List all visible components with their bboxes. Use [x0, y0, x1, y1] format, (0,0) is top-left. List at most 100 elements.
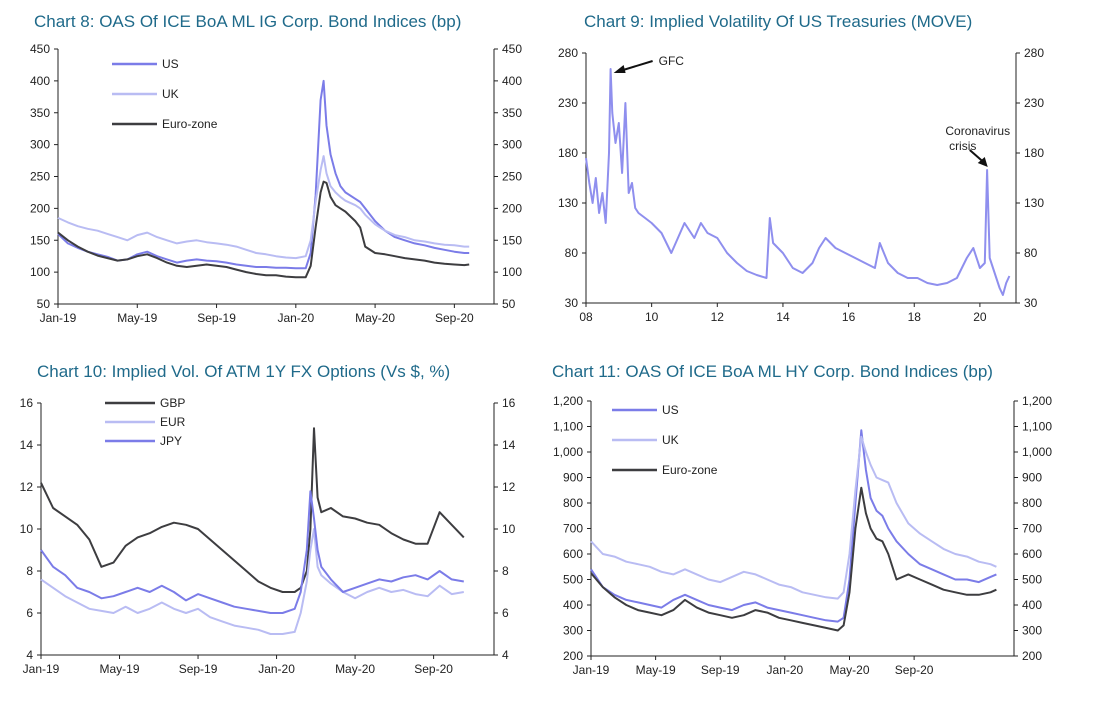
y-tick-label-right: 1,200	[1022, 394, 1052, 408]
chart-11-plot: 200 300 400 500 600 700 800 900 1,000 1,100 1,200 2…	[553, 394, 1052, 677]
series-line-euro-zone	[57, 180, 470, 279]
chart-8-panel: Chart 8: OAS Of ICE BoA ML IG Corp. Bond…	[0, 0, 547, 353]
y-tick-label-right: 600	[1022, 547, 1042, 561]
x-tick-label: 16	[842, 310, 856, 324]
y-tick-label-right: 300	[502, 138, 522, 152]
series-line-euro-zone	[590, 486, 997, 632]
y-tick-label-right: 30	[1024, 296, 1038, 310]
x-tick-label: Sep-19	[179, 662, 218, 676]
y-tick-label-right: 50	[502, 297, 516, 311]
y-tick-label-right: 300	[1022, 624, 1042, 638]
y-tick-label-right: 1,000	[1022, 445, 1052, 459]
y-tick-label-right: 200	[1022, 649, 1042, 663]
chart-9-title: Chart 9: Implied Volatility Of US Treasu…	[584, 12, 973, 31]
x-tick-label: Sep-19	[701, 663, 740, 677]
y-tick-label-left: 450	[30, 42, 50, 56]
y-tick-label-right: 800	[1022, 496, 1042, 510]
legend-label-us: US	[162, 57, 179, 71]
y-tick-label-left: 10	[20, 522, 34, 536]
y-tick-label-left: 500	[563, 573, 583, 587]
y-tick-label-left: 250	[30, 170, 50, 184]
y-tick-label-right: 1,100	[1022, 420, 1052, 434]
y-tick-label-right: 900	[1022, 471, 1042, 485]
y-tick-label-left: 6	[26, 606, 33, 620]
legend-label-us: US	[662, 403, 679, 417]
x-tick-label: Jan-20	[277, 311, 314, 325]
y-tick-label-left: 600	[563, 547, 583, 561]
chart-9-plot: 30 80 130 180 230 280 30 80 130 180 230 280 08 10 12 14…	[558, 46, 1044, 324]
y-tick-label-left: 700	[563, 522, 583, 536]
x-tick-label: May-20	[335, 662, 375, 676]
y-tick-label-left: 180	[558, 146, 578, 160]
x-tick-label: 18	[908, 310, 922, 324]
y-tick-label-right: 80	[1024, 246, 1038, 260]
y-tick-label-left: 400	[30, 74, 50, 88]
y-tick-label-right: 14	[502, 438, 516, 452]
y-tick-label-left: 800	[563, 496, 583, 510]
y-tick-label-right: 12	[502, 480, 516, 494]
x-tick-label: Sep-19	[197, 311, 236, 325]
y-tick-label-right: 500	[1022, 573, 1042, 587]
legend-label-uk: UK	[662, 433, 679, 447]
chart-11-panel: Chart 11: OAS Of ICE BoA ML HY Corp. Bon…	[547, 353, 1094, 706]
chart-10-title: Chart 10: Implied Vol. Of ATM 1Y FX Opti…	[37, 362, 451, 381]
y-tick-label-right: 180	[1024, 146, 1044, 160]
y-tick-label-right: 200	[502, 201, 522, 215]
y-tick-label-right: 4	[502, 648, 509, 662]
y-tick-label-right: 150	[502, 233, 522, 247]
chart-8-title: Chart 8: OAS Of ICE BoA ML IG Corp. Bond…	[34, 12, 462, 31]
x-tick-label: Jan-20	[258, 662, 295, 676]
x-tick-label: Jan-19	[23, 662, 60, 676]
y-tick-label-right: 10	[502, 522, 516, 536]
series-line-jpy	[40, 490, 464, 614]
series-line-uk	[590, 435, 997, 600]
y-tick-label-right: 230	[1024, 96, 1044, 110]
series-line-us	[590, 429, 997, 623]
y-tick-label-left: 100	[30, 265, 50, 279]
x-tick-label: 10	[645, 310, 659, 324]
gfc-arrowhead	[613, 65, 626, 73]
legend-label-euro-zone: Euro-zone	[662, 463, 718, 477]
x-tick-label: May-19	[117, 311, 157, 325]
y-tick-label-right: 6	[502, 606, 509, 620]
series-line-move	[585, 68, 1011, 296]
x-tick-label: May-20	[829, 663, 869, 677]
y-tick-label-right: 100	[502, 265, 522, 279]
y-tick-label-left: 8	[26, 564, 33, 578]
y-tick-label-left: 200	[30, 201, 50, 215]
legend-label-gbp: GBP	[160, 396, 185, 410]
y-tick-label-left: 12	[20, 480, 34, 494]
y-tick-label-left: 400	[563, 598, 583, 612]
x-tick-label: Sep-20	[435, 311, 474, 325]
y-tick-label-left: 30	[565, 296, 579, 310]
y-tick-label-left: 16	[20, 396, 34, 410]
y-tick-label-right: 400	[1022, 598, 1042, 612]
y-tick-label-left: 1,000	[553, 445, 583, 459]
chart-8-plot: 50 100 150 200 250 300 350 400 450 50 100 150 200 250…	[30, 42, 522, 325]
x-tick-label: May-19	[100, 662, 140, 676]
legend-label-eur: EUR	[160, 415, 186, 429]
series-line-gbp	[40, 427, 465, 593]
x-tick-label: 12	[711, 310, 725, 324]
x-tick-label: Jan-19	[40, 311, 77, 325]
y-tick-label-left: 4	[26, 648, 33, 662]
y-tick-label-right: 130	[1024, 196, 1044, 210]
y-tick-label-left: 230	[558, 96, 578, 110]
y-tick-label-right: 16	[502, 396, 516, 410]
y-tick-label-right: 450	[502, 42, 522, 56]
y-tick-label-right: 350	[502, 106, 522, 120]
y-tick-label-left: 300	[30, 138, 50, 152]
x-tick-label: Sep-20	[414, 662, 453, 676]
y-tick-label-left: 900	[563, 471, 583, 485]
x-tick-label: Jan-19	[573, 663, 610, 677]
y-tick-label-right: 280	[1024, 46, 1044, 60]
legend-label-euro-zone: Euro-zone	[162, 117, 218, 131]
x-tick-label: 20	[973, 310, 987, 324]
coronavirus-annotation: Coronavirus	[945, 124, 1010, 138]
y-tick-label-right: 400	[502, 74, 522, 88]
y-tick-label-left: 14	[20, 438, 34, 452]
chart-9-panel: Chart 9: Implied Volatility Of US Treasu…	[547, 0, 1094, 353]
x-tick-label: May-19	[636, 663, 676, 677]
y-tick-label-left: 200	[563, 649, 583, 663]
y-tick-label-left: 150	[30, 233, 50, 247]
